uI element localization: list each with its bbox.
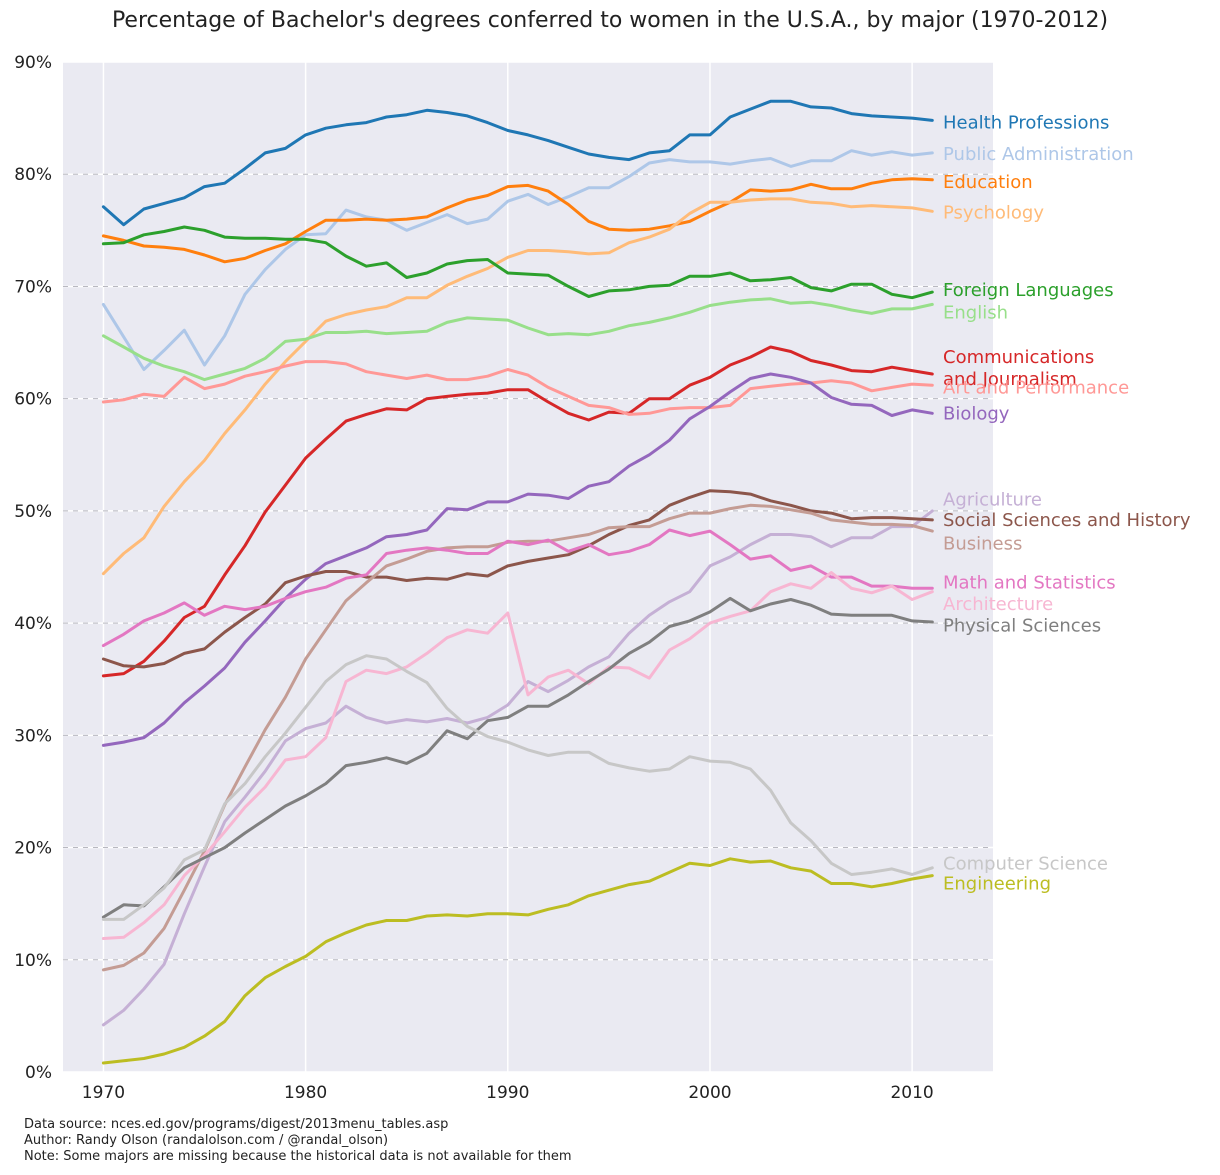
x-tick-label: 1980 [284, 1083, 327, 1100]
series-label-computer-science: Computer Science [943, 853, 1108, 874]
x-tick-label: 2010 [890, 1083, 933, 1100]
series-line-computer-science [101, 654, 934, 921]
series-line-art-and-performance [101, 360, 934, 416]
footer-notes: Data source: nces.ed.gov/programs/digest… [24, 1117, 572, 1165]
y-tick-label: 50% [14, 502, 52, 522]
y-tick-label: 80% [14, 165, 52, 185]
series-line-social-sciences-and-history [101, 489, 934, 669]
series-label-communications-and-journalism: Communications [943, 347, 1094, 368]
series-label-architecture: Architecture [943, 594, 1053, 615]
series-label-engineering: Engineering [943, 873, 1051, 894]
series-label-english: English [943, 302, 1008, 323]
series-label-biology: Biology [943, 403, 1010, 424]
y-tick-label: 90% [14, 53, 52, 73]
series-line-psychology [101, 197, 934, 576]
plot-area [63, 62, 993, 1072]
series-line-physical-sciences [101, 596, 934, 919]
series-line-communications-and-journalism [101, 345, 934, 678]
series-label-physical-sciences: Physical Sciences [943, 615, 1101, 636]
series-label-foreign-languages: Foreign Languages [943, 280, 1114, 301]
series-line-architecture [101, 571, 934, 940]
series-label-art-and-performance: Art and Performance [943, 377, 1129, 398]
series-lines [101, 99, 934, 1065]
series-line-public-administration [101, 149, 934, 371]
data-source-note: Data source: nces.ed.gov/programs/digest… [24, 1117, 449, 1132]
line-chart: Health Professions Public Administration E… [14, 53, 1191, 1100]
axis-ticks: 1970 1980 1990 2000 2010 0% 10% 20% 30% 40% 50% 60%… [14, 53, 934, 1100]
y-tick-label: 40% [14, 614, 52, 634]
series-line-math-and-statistics [101, 528, 934, 648]
missing-majors-note: Note: Some majors are missing because th… [24, 1149, 572, 1164]
y-tick-label: 70% [14, 277, 52, 297]
series-label-psychology: Psychology [943, 202, 1044, 223]
y-tick-label: 0% [25, 1063, 52, 1083]
series-labels: Health Professions Public Administration E… [943, 113, 1191, 895]
series-label-agriculture: Agriculture [943, 490, 1042, 511]
series-line-health-professions [101, 99, 934, 227]
y-tick-label: 10% [14, 951, 52, 971]
y-tick-label: 20% [14, 839, 52, 859]
chart-title: Percentage of Bachelor's degrees conferr… [111, 8, 1109, 33]
series-label-health-professions: Health Professions [943, 113, 1109, 134]
author-note: Author: Randy Olson (randalolson.com / @… [24, 1133, 389, 1148]
series-label-math-and-statistics: Math and Statistics [943, 573, 1116, 594]
x-tick-label: 2000 [688, 1083, 731, 1100]
series-line-agriculture [101, 509, 934, 1027]
gridlines [63, 61, 993, 1073]
series-line-biology [101, 372, 934, 747]
series-line-education [101, 177, 934, 264]
series-label-public-administration: Public Administration [943, 144, 1134, 165]
y-tick-label: 30% [14, 726, 52, 746]
series-label-business: Business [943, 533, 1022, 554]
x-tick-label: 1990 [486, 1083, 529, 1100]
x-tick-label: 1970 [82, 1083, 125, 1100]
series-label-social-sciences-and-history: Social Sciences and History [943, 510, 1191, 531]
series-line-foreign-languages [101, 225, 934, 300]
series-label-education: Education [943, 172, 1033, 193]
series-label-communications-and-journalism: and Journalism [943, 369, 1077, 390]
series-line-engineering [101, 857, 934, 1065]
series-line-english [101, 297, 934, 382]
y-tick-label: 60% [14, 390, 52, 410]
